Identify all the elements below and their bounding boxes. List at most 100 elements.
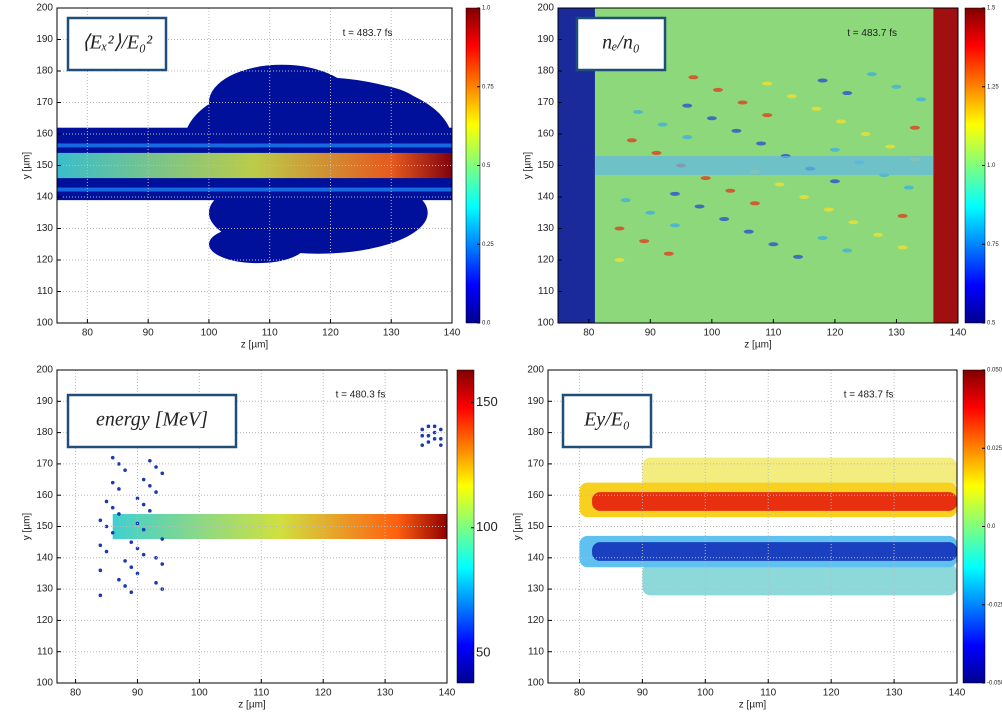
y-tick-label: 110 — [528, 646, 544, 657]
field-image — [426, 433, 431, 438]
field-image — [669, 191, 680, 196]
field-image — [762, 113, 773, 118]
y-axis-label: y [µm] — [22, 152, 33, 180]
field-image — [432, 424, 437, 429]
x-tick-label: 140 — [949, 688, 966, 699]
y-tick-label: 130 — [527, 584, 544, 595]
title-box — [575, 16, 667, 72]
colorbar-tick-label: 0.050 — [987, 368, 1002, 374]
field-image — [873, 232, 883, 237]
field-image — [98, 593, 103, 598]
y-tick-label: 110 — [538, 286, 554, 297]
field-image — [123, 559, 127, 563]
colorbar-tick-label: 0.0 — [987, 524, 996, 530]
field-image — [774, 182, 785, 187]
field-image — [110, 480, 115, 485]
field-image — [811, 106, 822, 111]
field-image — [123, 584, 127, 588]
field-image — [432, 430, 437, 435]
y-tick-label: 170 — [36, 459, 53, 470]
x-tick-label: 140 — [950, 328, 967, 339]
field-image — [160, 562, 165, 566]
plot-frame — [56, 369, 448, 684]
x-tick-label: 110 — [765, 328, 781, 339]
panel-title: nₑ/n₀ — [602, 32, 640, 54]
field-image — [682, 103, 693, 108]
x-tick-label: 120 — [315, 688, 332, 699]
colorbar-tick-label: 150 — [476, 394, 498, 409]
field-image — [117, 512, 121, 516]
field-image — [786, 94, 797, 99]
x-tick-label: 90 — [637, 688, 649, 699]
colorbar-tick-label: 100 — [476, 519, 498, 534]
field-image — [420, 427, 425, 432]
y-tick-label: 100 — [527, 678, 544, 689]
colorbar-tick-label: 1.0 — [987, 163, 996, 169]
field-image — [793, 254, 803, 259]
colorbar-tick-label: 0.0 — [482, 321, 491, 327]
field-image — [669, 223, 680, 228]
y-tick-label: 120 — [36, 255, 53, 266]
y-tick-label: 110 — [37, 646, 53, 657]
y-tick-label: 190 — [36, 34, 53, 45]
field-image — [98, 543, 103, 548]
annotation: t = 483.7 fs — [343, 28, 393, 39]
panel — [579, 457, 957, 596]
field-image — [141, 477, 146, 482]
annotation: t = 483.7 fs — [847, 28, 897, 39]
field-image — [706, 116, 717, 121]
colorbar-tick-label: 0.75 — [987, 242, 999, 248]
field-image — [897, 213, 908, 218]
field-image — [916, 97, 927, 102]
x-tick-label: 130 — [886, 688, 903, 699]
x-tick-label: 80 — [583, 328, 595, 339]
field-image — [743, 229, 754, 234]
y-tick-label: 140 — [537, 192, 554, 203]
y-tick-label: 110 — [37, 286, 53, 297]
annotation: t = 480.3 fs — [336, 390, 386, 401]
colorbar-tick-label: 0.025 — [987, 446, 1002, 452]
field-image — [829, 147, 840, 152]
x-tick-label: 80 — [82, 328, 94, 339]
y-tick-label: 200 — [527, 365, 544, 376]
field-image — [110, 455, 115, 460]
y-tick-label: 140 — [36, 552, 53, 563]
field-image — [141, 552, 146, 557]
y-tick-label: 200 — [36, 365, 53, 376]
field-image — [57, 152, 452, 179]
field-image — [432, 437, 437, 441]
field-image — [642, 457, 957, 489]
field-image — [117, 577, 121, 582]
field-image — [842, 91, 853, 96]
y-tick-label: 200 — [36, 3, 53, 14]
x-tick-label: 90 — [645, 328, 657, 339]
field-image — [135, 546, 140, 551]
x-axis-label: z [µm] — [238, 700, 266, 711]
colorbar-tick-label: 0.5 — [987, 321, 996, 327]
y-tick-label: 120 — [537, 255, 554, 266]
x-tick-label: 130 — [377, 688, 394, 699]
field-image — [768, 242, 779, 247]
x-axis-label: z [µm] — [241, 340, 269, 351]
field-image — [300, 83, 422, 134]
field-image — [592, 542, 957, 561]
field-image — [123, 468, 127, 472]
field-image — [713, 87, 723, 92]
field-image — [104, 499, 109, 504]
field-image — [762, 81, 773, 86]
field-image — [129, 565, 134, 569]
annotation: t = 483.7 fs — [844, 390, 894, 401]
field-image — [104, 524, 109, 529]
x-tick-label: 110 — [262, 328, 278, 339]
field-image — [135, 496, 140, 501]
field-image — [98, 568, 103, 573]
x-tick-label: 130 — [383, 328, 400, 339]
x-tick-label: 110 — [253, 688, 269, 699]
field-image — [104, 549, 109, 554]
field-image — [141, 527, 146, 532]
y-tick-label: 160 — [36, 129, 53, 140]
y-tick-label: 130 — [537, 223, 554, 234]
field-image — [719, 217, 730, 222]
colorbar — [456, 369, 475, 684]
